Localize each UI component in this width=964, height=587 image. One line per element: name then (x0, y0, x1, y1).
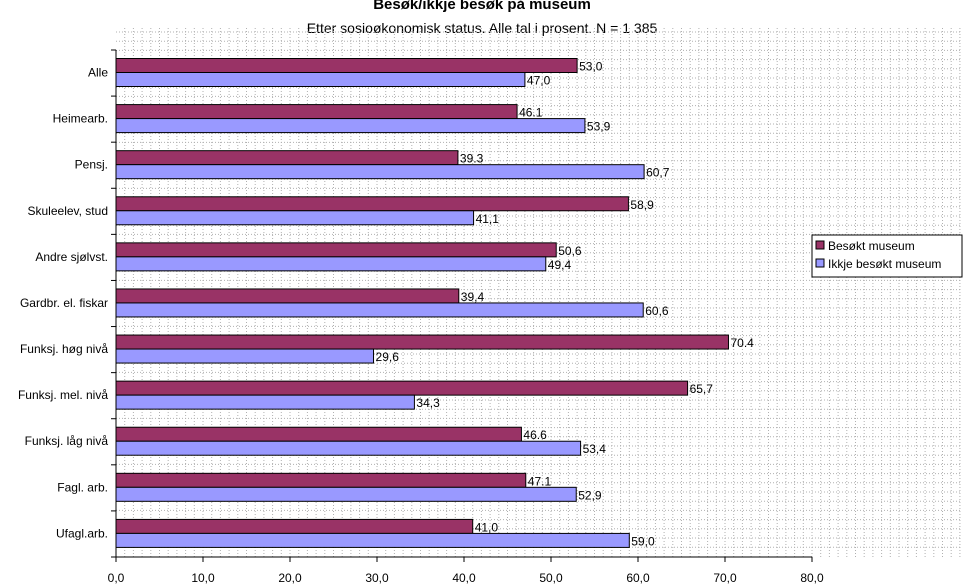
bar-besokt (115, 58, 578, 73)
bar-ikkje-besokt (115, 210, 475, 226)
bar-besokt (115, 380, 689, 396)
data-label: 70.4 (730, 336, 754, 350)
data-label: 60,6 (645, 304, 669, 318)
bar-besokt (115, 242, 557, 258)
category-label: Skuleelev, stud (28, 204, 109, 218)
category-label: Andre sjølvst. (35, 250, 108, 264)
legend-swatch (815, 240, 825, 250)
legend-box (811, 234, 963, 278)
category-label: Ufagl.arb. (56, 526, 108, 540)
bar-besokt (115, 472, 527, 488)
category-label: Gardbr. el. fiskar (20, 296, 108, 310)
data-label: 34,3 (416, 396, 440, 410)
bar-ikkje-besokt (115, 394, 415, 410)
bar-ikkje-besokt (115, 532, 630, 548)
x-tick-label: 0,0 (108, 571, 125, 585)
bar-ikkje-besokt (115, 118, 586, 134)
data-label: 49,4 (548, 258, 572, 272)
data-label: 41,0 (475, 520, 499, 534)
x-tick-label: 20,0 (278, 571, 302, 585)
x-tick-label: 60,0 (626, 571, 650, 585)
bar-besokt (115, 288, 460, 304)
data-label: 53,9 (587, 120, 611, 134)
legend: Besøkt museum Ikkje besøkt museum (811, 234, 963, 278)
bar-ikkje-besokt (115, 164, 645, 180)
data-label: 29,6 (376, 350, 400, 364)
bar-ikkje-besokt (115, 486, 577, 502)
category-label: Heimearb. (53, 112, 108, 126)
data-label: 53,0 (579, 60, 603, 74)
legend-label: Ikkje besøkt museum (828, 257, 941, 271)
bar-besokt (115, 426, 522, 442)
category-label: Funksj. mel. nivå (18, 388, 108, 402)
data-label: 53,4 (583, 442, 607, 456)
bar-ikkje-besokt (115, 440, 582, 456)
data-label: 46.1 (519, 106, 543, 120)
data-label: 60,7 (646, 166, 670, 180)
x-tick-label: 40,0 (452, 571, 476, 585)
data-label: 59,0 (631, 534, 655, 548)
legend-label: Besøkt museum (828, 239, 915, 253)
bar-besokt (115, 196, 629, 212)
data-label: 39.3 (460, 152, 484, 166)
data-label: 65,7 (690, 382, 714, 396)
bar-ikkje-besokt (115, 256, 547, 272)
data-label: 47.1 (528, 474, 552, 488)
chart-title: Besøk/ikkje besøk på museum (373, 0, 591, 13)
bar-ikkje-besokt (115, 72, 526, 87)
data-label: 41,1 (476, 212, 500, 226)
bar-ikkje-besokt (115, 348, 375, 364)
x-tick-label: 30,0 (365, 571, 389, 585)
category-label: Funksj. høg nivå (20, 342, 108, 356)
bar-besokt (115, 150, 459, 166)
bar-ikkje-besokt (115, 302, 644, 318)
category-label: Fagl. arb. (57, 480, 108, 494)
category-label: Funksj. låg nivå (25, 434, 109, 448)
data-label: 39,4 (461, 290, 485, 304)
data-label: 47,0 (527, 74, 551, 88)
data-label: 46.6 (523, 428, 547, 442)
x-tick-label: 80,0 (800, 571, 824, 585)
bar-besokt (115, 518, 474, 534)
legend-swatch (815, 258, 825, 268)
x-tick-label: 10,0 (191, 571, 215, 585)
x-tick-label: 50,0 (539, 571, 563, 585)
data-label: 58,9 (630, 198, 654, 212)
bar-besokt (115, 104, 518, 120)
category-label: Alle (88, 66, 108, 80)
data-label: 50,6 (558, 244, 582, 258)
category-label: Pensj. (75, 158, 108, 172)
bar-besokt (115, 334, 729, 350)
data-label: 52,9 (578, 488, 602, 502)
x-tick-label: 70,0 (713, 571, 737, 585)
